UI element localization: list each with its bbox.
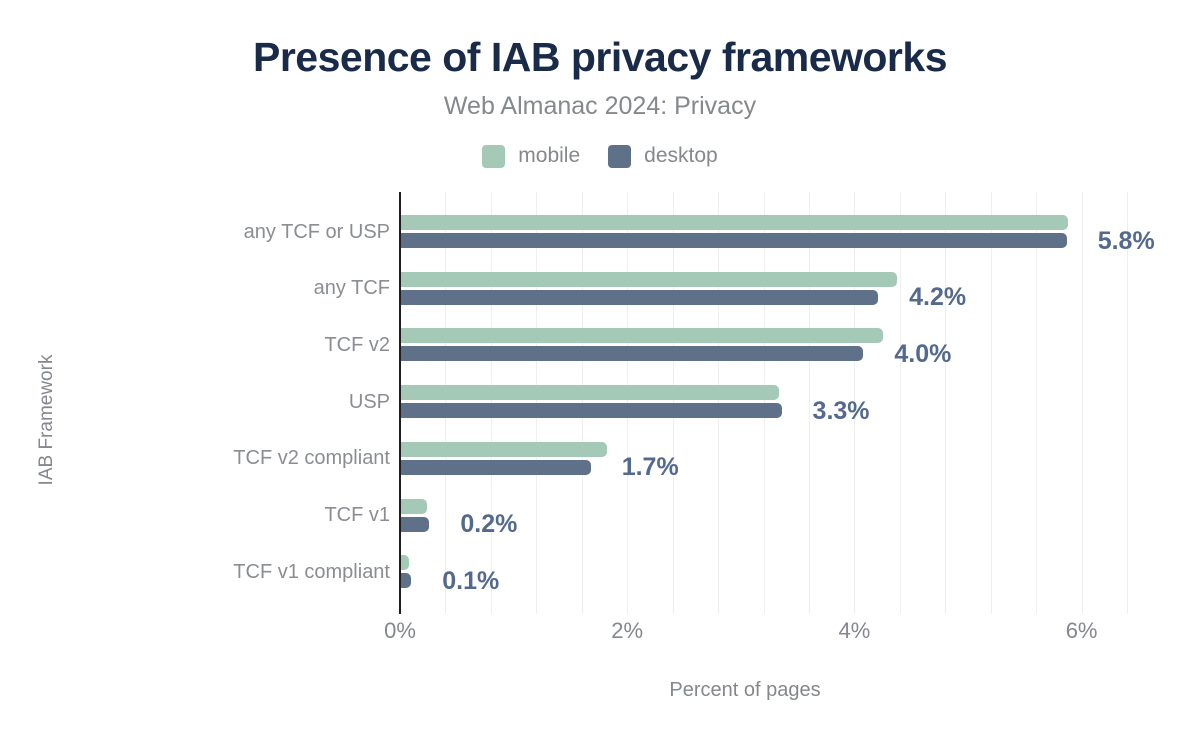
y-axis-line	[399, 192, 401, 614]
value-label: 4.2%	[909, 283, 967, 312]
bar-desktop	[401, 516, 430, 532]
x-tick-label: 6%	[1065, 618, 1098, 643]
gridline	[945, 192, 947, 614]
value-label: 0.1%	[442, 566, 500, 595]
gridline	[718, 192, 720, 614]
gridline	[445, 192, 447, 614]
bar-mobile	[401, 271, 898, 287]
category-label: TCF v2	[324, 333, 390, 356]
category-label: TCF v1	[324, 504, 390, 526]
bar-desktop	[401, 233, 1067, 248]
gridline	[763, 192, 765, 614]
category-label: USP	[348, 390, 390, 413]
x-tick-label: 2%	[611, 618, 644, 643]
legend-item-desktop: desktop	[608, 144, 718, 168]
x-axis-title: Percent of pages	[669, 679, 821, 701]
desktop-series-swatch	[608, 144, 632, 168]
gridline	[1081, 192, 1083, 614]
gridline	[1127, 192, 1129, 614]
gridline	[899, 192, 901, 614]
gridline	[990, 192, 992, 614]
gridline	[1036, 192, 1038, 614]
legend: mobile desktop	[0, 142, 1200, 170]
legend-label-mobile: mobile	[518, 144, 581, 167]
value-label: 5.8%	[1097, 226, 1155, 255]
category-label: TCF v1 compliant	[233, 560, 390, 583]
gridline	[536, 192, 538, 614]
value-label: 1.7%	[621, 453, 679, 482]
bar-desktop	[401, 289, 879, 305]
x-tick-label: 4%	[838, 618, 871, 643]
bar-mobile	[401, 555, 409, 571]
value-label: 0.2%	[460, 510, 518, 538]
legend-label-desktop: desktop	[644, 144, 718, 167]
category-label: any TCF	[313, 277, 390, 300]
bar-mobile	[401, 328, 883, 344]
mobile-series-swatch	[482, 144, 506, 168]
chart-subtitle: Web Almanac 2024: Privacy	[443, 92, 757, 120]
gridline	[854, 192, 856, 614]
x-tick-label: 0%	[384, 618, 416, 643]
bar-mobile	[401, 215, 1068, 230]
gridline	[672, 192, 674, 614]
bar-desktop	[401, 573, 412, 589]
chart-title: Presence of IAB privacy frameworks	[253, 34, 948, 80]
bar-mobile	[401, 385, 780, 401]
gridline	[627, 192, 629, 614]
gridline	[490, 192, 492, 614]
bar-mobile	[401, 441, 607, 457]
value-label: 4.0%	[894, 339, 952, 368]
legend-item-mobile: mobile	[482, 144, 580, 168]
value-label: 3.3%	[812, 396, 870, 425]
category-label: TCF v2 compliant	[233, 447, 390, 470]
bar-mobile	[401, 498, 428, 514]
bar-desktop	[401, 459, 591, 475]
category-label: any TCF or USP	[243, 220, 390, 243]
gridline	[808, 192, 810, 614]
bar-desktop	[401, 403, 782, 419]
bar-desktop	[401, 346, 864, 362]
gridline	[581, 192, 583, 614]
